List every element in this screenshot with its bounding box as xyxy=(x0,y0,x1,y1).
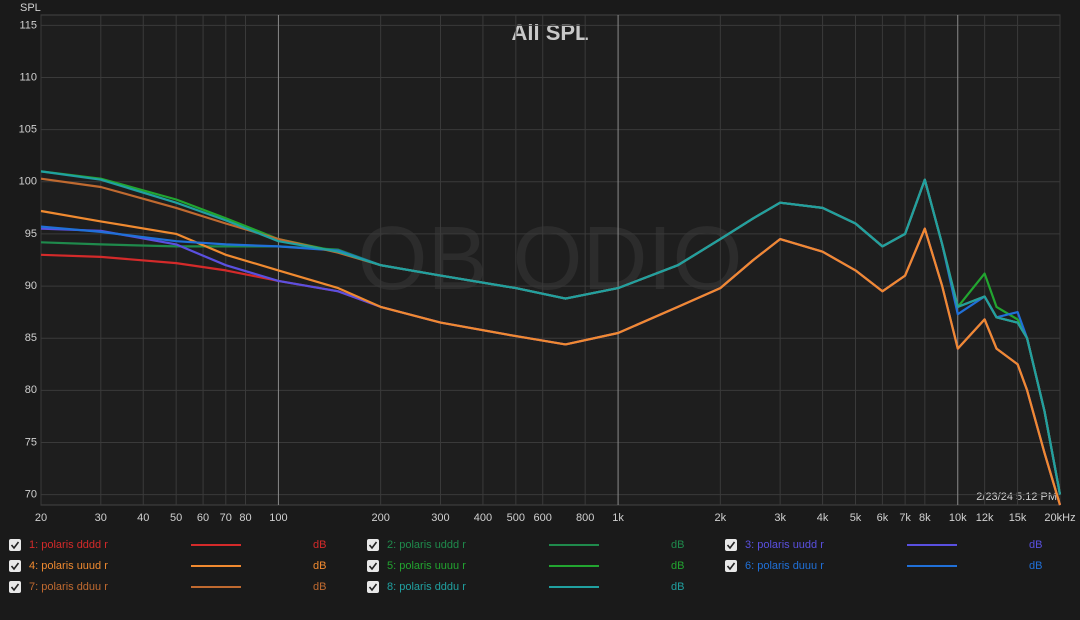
legend-item: 4: polaris uuud r dB xyxy=(9,560,326,572)
legend-unit: dB xyxy=(671,539,684,551)
checkmark xyxy=(368,583,378,592)
legend-label: 5: polaris uuuu r xyxy=(387,560,466,572)
checkmark xyxy=(10,541,20,550)
x-tick-label: 10k xyxy=(949,512,967,524)
x-tick-label: 60 xyxy=(197,512,209,524)
x-tick-label: 20kHz xyxy=(1044,512,1075,524)
checkmark xyxy=(726,541,736,550)
legend-unit: dB xyxy=(671,560,684,572)
x-tick-label: 5k xyxy=(850,512,862,524)
legend-unit: dB xyxy=(1029,560,1042,572)
x-tick-label: 4k xyxy=(817,512,829,524)
y-tick-label: 85 xyxy=(25,332,37,344)
legend-checkbox[interactable] xyxy=(367,539,379,551)
legend-checkbox[interactable] xyxy=(725,560,737,572)
x-tick-label: 3k xyxy=(774,512,786,524)
y-tick-label: 70 xyxy=(25,488,37,500)
legend-item: 2: polaris uddd r dB xyxy=(367,539,684,551)
legend-checkbox[interactable] xyxy=(367,560,379,572)
y-tick-label: 110 xyxy=(19,71,37,83)
x-tick-label: 50 xyxy=(170,512,182,524)
legend-item: 5: polaris uuuu r dB xyxy=(367,560,684,572)
legend-label: 8: polaris dddu r xyxy=(387,581,466,593)
legend-unit: dB xyxy=(1029,539,1042,551)
checkmark xyxy=(368,562,378,571)
legend-unit: dB xyxy=(313,539,326,551)
timestamp: 2/23/24 5:12 PM xyxy=(976,491,1057,503)
legend-checkbox[interactable] xyxy=(9,560,21,572)
checkmark xyxy=(10,583,20,592)
checkmark xyxy=(726,562,736,571)
legend-item: 7: polaris dduu r dB xyxy=(9,581,326,593)
series-line xyxy=(40,170,1062,495)
x-tick-label: 600 xyxy=(534,512,552,524)
x-tick-label: 100 xyxy=(269,512,287,524)
legend-unit: dB xyxy=(313,581,326,593)
grid xyxy=(40,15,1061,505)
checkmark xyxy=(368,541,378,550)
x-tick-label: 400 xyxy=(474,512,492,524)
y-tick-label: 75 xyxy=(25,436,37,448)
y-tick-label: 95 xyxy=(25,228,37,240)
x-tick-label: 12k xyxy=(976,512,994,524)
series-line xyxy=(40,209,1062,506)
x-tick-label: 200 xyxy=(371,512,389,524)
chart-title: All SPL xyxy=(511,20,588,45)
x-tick-label: 70 xyxy=(220,512,232,524)
watermark: OB ODIO xyxy=(357,209,742,309)
x-tick-label: 15k xyxy=(1009,512,1027,524)
y-tick-label: 105 xyxy=(19,124,37,136)
legend-checkbox[interactable] xyxy=(9,581,21,593)
x-tick-label: 300 xyxy=(431,512,449,524)
legend-checkbox[interactable] xyxy=(725,539,737,551)
x-tick-label: 40 xyxy=(137,512,149,524)
x-tick-label: 2k xyxy=(715,512,727,524)
x-tick-label: 500 xyxy=(507,512,525,524)
legend-checkbox[interactable] xyxy=(9,539,21,551)
y-tick-label: 115 xyxy=(19,19,37,31)
legend-label: 4: polaris uuud r xyxy=(29,560,108,572)
x-tick-label: 30 xyxy=(95,512,107,524)
legend-item: 3: polaris uudd r dB xyxy=(725,539,1042,551)
x-tick-label: 80 xyxy=(239,512,251,524)
legend-item: 8: polaris dddu r dB xyxy=(367,581,684,593)
legend-label: 6: polaris duuu r xyxy=(745,560,824,572)
checkmark xyxy=(10,562,20,571)
legend-label: 1: polaris dddd r xyxy=(29,539,108,551)
legend-checkbox[interactable] xyxy=(367,581,379,593)
x-tick-label: 1k xyxy=(612,512,624,524)
x-tick-label: 7k xyxy=(899,512,911,524)
x-tick-label: 800 xyxy=(576,512,594,524)
y-tick-label: 80 xyxy=(25,384,37,396)
y-tick-label: 90 xyxy=(25,280,37,292)
legend-label: 7: polaris dduu r xyxy=(29,581,108,593)
legend-item: 1: polaris dddd r dB xyxy=(9,539,326,551)
x-tick-label: 6k xyxy=(877,512,889,524)
y-tick-label: 100 xyxy=(19,176,37,188)
x-tick-label: 8k xyxy=(919,512,931,524)
legend-label: 3: polaris uudd r xyxy=(745,539,824,551)
legend-label: 2: polaris uddd r xyxy=(387,539,466,551)
legend-unit: dB xyxy=(313,560,326,572)
x-tick-label: 20 xyxy=(35,512,47,524)
y-axis-label: SPL xyxy=(20,2,41,14)
legend-unit: dB xyxy=(671,581,684,593)
legend-item: 6: polaris duuu r dB xyxy=(725,560,1042,572)
